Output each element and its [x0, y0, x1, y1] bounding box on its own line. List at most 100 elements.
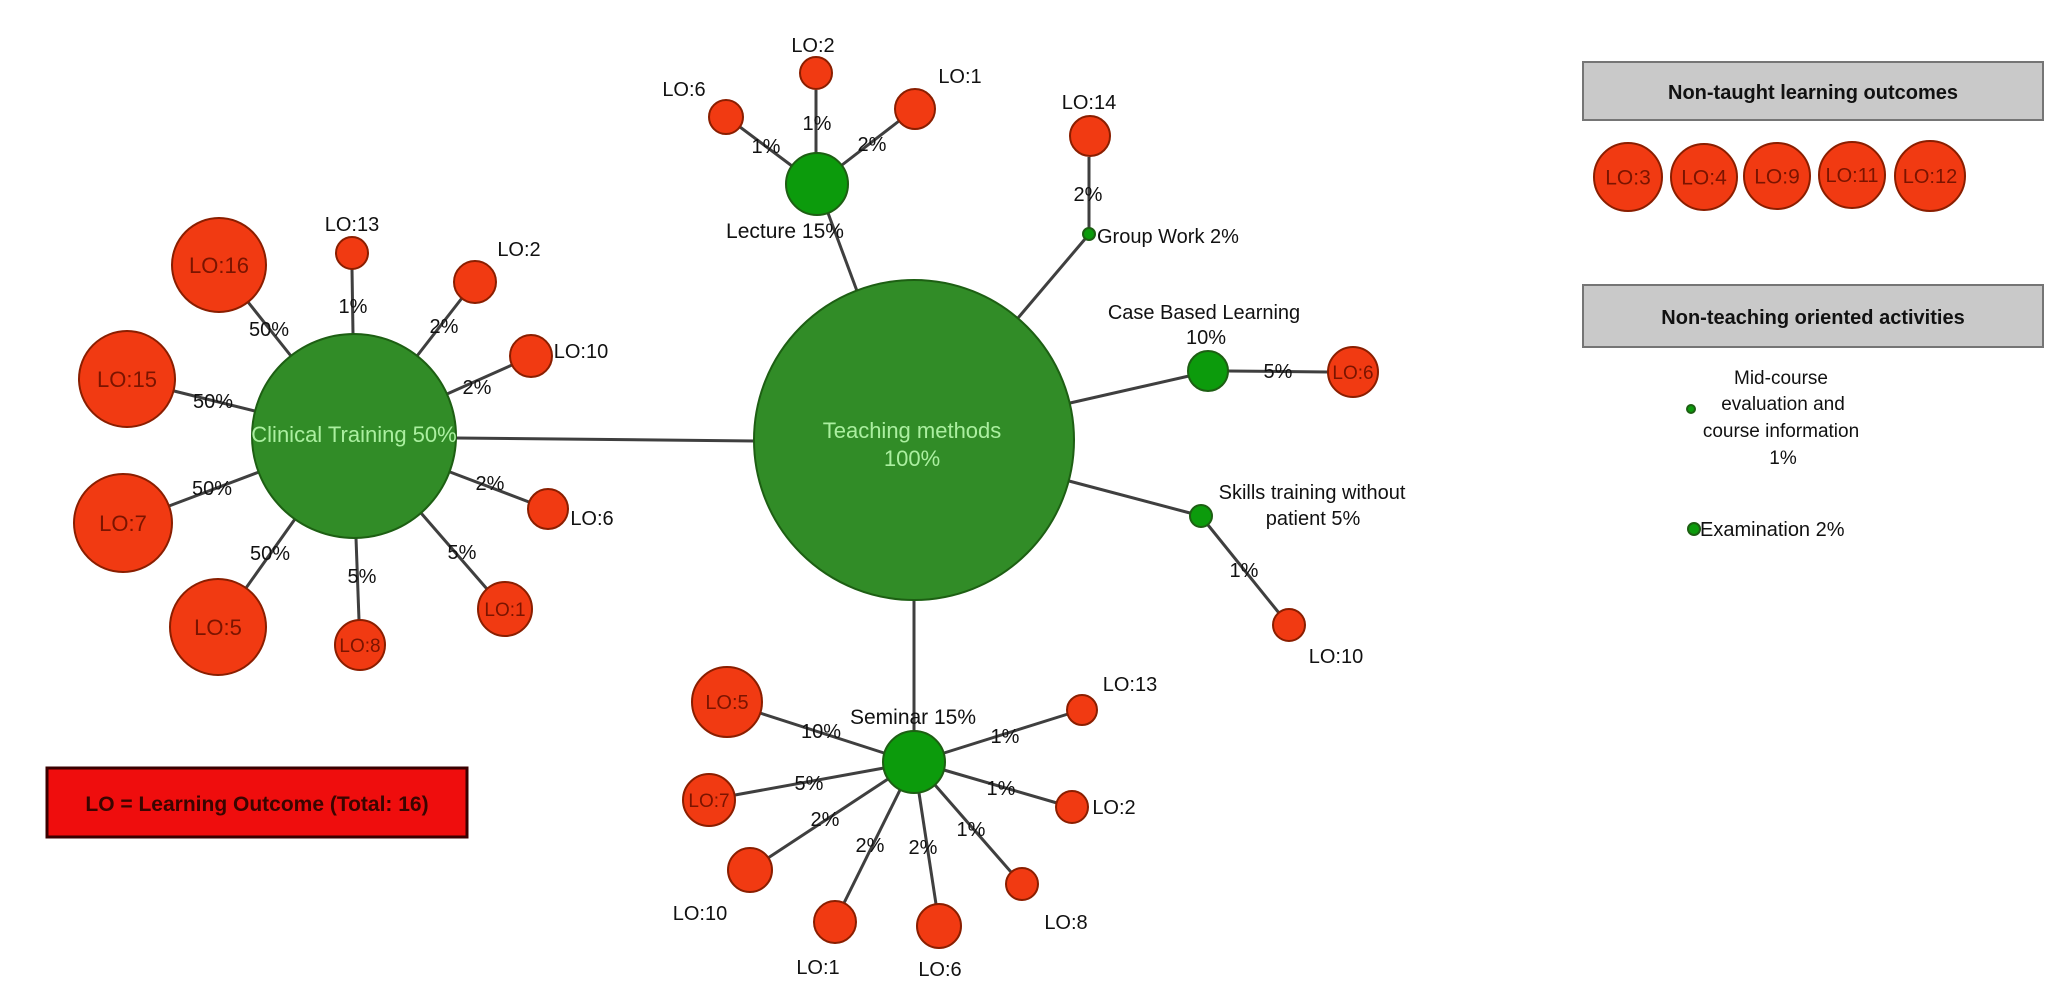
label-teaching-methods: Teaching methods [823, 418, 1002, 443]
seminar-lo10 [727, 847, 773, 893]
edge-clinical-lo8 [354, 537, 361, 621]
edge-clinical-lo6 [449, 470, 530, 504]
edge-clinical-lo15 [173, 389, 256, 413]
edge-seminar-lo6 [917, 792, 938, 905]
edge-tm-lecture [826, 212, 859, 292]
clinical-lo1-inside-label: LO:1 [484, 600, 525, 621]
clinical-lo7 [73, 473, 173, 573]
seminar-lo1 [813, 900, 857, 944]
edge-tm-skills [1068, 479, 1191, 515]
legend-lo11 [1818, 141, 1886, 209]
label-seminar-lo8: LO:8 [1044, 912, 1087, 934]
legend-lo9 [1743, 142, 1811, 210]
edge-clinical-lo7-pct-label: 50% [192, 478, 232, 500]
edge-cbl-lo6-pct-label: 5% [1264, 361, 1293, 383]
lo-note-box [45, 766, 469, 839]
group-work-dot [1082, 227, 1096, 241]
label-skills-line1: Skills training without [1219, 482, 1406, 504]
case-based-learning-hub [1187, 350, 1229, 392]
edge-clinical-lo13 [350, 268, 355, 335]
label-seminar: Seminar 15% [850, 706, 976, 729]
edge-lecture-lo6 [739, 125, 793, 168]
edge-clinical-lo10 [446, 363, 513, 396]
label-lecture-lo2: LO:2 [791, 35, 834, 57]
clinical-lo6 [527, 488, 569, 530]
edge-clinical-lo2-pct-label: 2% [430, 316, 459, 338]
lo-note-box-label: LO = Learning Outcome (Total: 16) [85, 793, 428, 816]
edge-lecture-lo2-pct-label: 1% [803, 113, 832, 135]
seminar-lo5 [691, 666, 763, 738]
edge-seminar-lo5-pct-label: 10% [801, 721, 841, 743]
edge-seminar-lo5 [759, 711, 885, 755]
group-work-lo14 [1069, 115, 1111, 157]
cbl-lo6-inside-label: LO:6 [1332, 363, 1373, 384]
edge-clinical-lo16 [246, 301, 293, 357]
clinical-lo2 [453, 260, 497, 304]
seminar-lo2 [1055, 790, 1089, 824]
edge-cbl-lo6 [1227, 369, 1329, 374]
clinical-lo7-inside-label: LO:7 [99, 511, 147, 536]
edge-clinical-lo1 [419, 512, 489, 590]
edge-lecture-lo1-pct-label: 2% [858, 134, 887, 156]
label-lecture: Lecture 15% [726, 220, 844, 243]
teaching-methods-hub [753, 279, 1075, 601]
cbl-lo6 [1327, 346, 1379, 398]
edge-seminar-lo1 [842, 789, 902, 904]
edge-seminar-lo10-pct-label: 2% [811, 809, 840, 831]
label-seminar-lo6: LO:6 [918, 959, 961, 981]
label-clinical-lo10: LO:10 [554, 341, 608, 363]
label-clinical-lo13: LO:13 [325, 214, 379, 236]
label-clinical-lo6: LO:6 [570, 508, 613, 530]
label-midcourse-3: course information [1703, 421, 1859, 442]
edge-seminar-lo8-pct-label: 1% [957, 819, 986, 841]
clinical-lo16-inside-label: LO:16 [189, 253, 249, 278]
edge-seminar-lo6-pct-label: 2% [909, 837, 938, 859]
label-clinical-lo2: LO:2 [497, 239, 540, 261]
legend-lo3 [1593, 142, 1663, 212]
label-skills-lo10: LO:10 [1309, 646, 1363, 668]
edge-clinical-lo16-pct-label: 50% [249, 319, 289, 341]
clinical-lo8 [334, 619, 386, 671]
edge-clinical-lo5-pct-label: 50% [250, 543, 290, 565]
edge-clinical-lo5 [244, 518, 297, 589]
edge-seminar-lo13 [943, 712, 1069, 755]
label-seminar-lo10: LO:10 [673, 903, 727, 925]
edge-seminar-lo2 [943, 768, 1058, 805]
edge-clinical-lo15-pct-label: 50% [193, 391, 233, 413]
skills-lo10 [1272, 608, 1306, 642]
lecture-lo2 [799, 56, 833, 90]
edge-skills-lo10-pct-label: 1% [1230, 560, 1259, 582]
edge-lecture-lo6-pct-label: 1% [752, 136, 781, 158]
seminar-lo5-inside-label: LO:5 [705, 692, 748, 714]
clinical-lo1 [477, 581, 533, 637]
legend-lo12-inside-label: LO:12 [1903, 166, 1957, 188]
clinical-lo5 [169, 578, 267, 676]
label-skills-line2: patient 5% [1266, 508, 1361, 530]
seminar-lo13 [1066, 694, 1098, 726]
clinical-lo8-inside-label: LO:8 [339, 636, 380, 657]
nodes-layer [73, 56, 1966, 949]
lecture-hub [785, 152, 849, 216]
edge-clinical-lo1-pct-label: 5% [448, 542, 477, 564]
label-lecture-lo1: LO:1 [938, 66, 981, 88]
skills-training-dot [1189, 504, 1213, 528]
label-examination: Examination 2% [1700, 519, 1845, 541]
label-midcourse-4: 1% [1769, 448, 1797, 469]
edge-tm-groupwork [1016, 238, 1087, 319]
label-seminar-lo13: LO:13 [1103, 674, 1157, 696]
label-lo14: LO:14 [1062, 92, 1116, 114]
seminar-hub [882, 730, 946, 794]
legend-activities-box-label: Non-teaching oriented activities [1661, 307, 1964, 329]
edge-seminar-lo10 [767, 777, 889, 860]
legend-lo4-inside-label: LO:4 [1681, 167, 1727, 190]
edge-skills-lo10 [1206, 524, 1281, 614]
lecture-lo6 [708, 99, 744, 135]
seminar-lo6 [916, 903, 962, 949]
edge-clinical-lo13-pct-label: 1% [339, 296, 368, 318]
legend-lo12 [1894, 140, 1966, 212]
legend-non-taught-box [1582, 61, 2044, 121]
edge-clinical-lo7 [168, 470, 260, 508]
label-clinical-training: Clinical Training 50% [251, 422, 456, 447]
clinical-lo10 [509, 334, 553, 378]
